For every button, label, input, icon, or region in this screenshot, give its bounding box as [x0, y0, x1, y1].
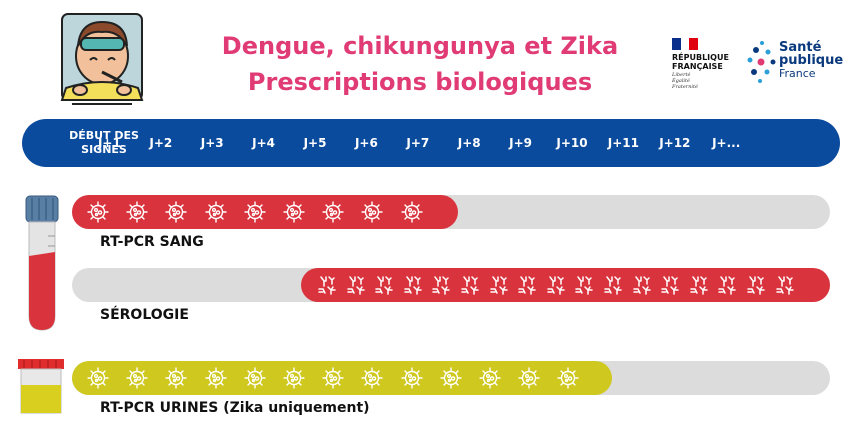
- virus-icon: [360, 200, 384, 224]
- timeline-day: J+11: [607, 136, 639, 150]
- antibody-icon: [544, 273, 568, 297]
- timeline-day: J+6: [354, 136, 378, 150]
- timeline-day: J+9: [509, 136, 533, 150]
- blood-tube-icon: [25, 195, 59, 331]
- antibody-icon: [315, 273, 339, 297]
- sante-publique-name: Santé publique: [779, 40, 844, 68]
- timeline-day: J+4: [252, 136, 276, 150]
- virus-icon: [321, 366, 345, 390]
- french-flag-icon: [672, 38, 699, 50]
- virus-icon: [243, 200, 267, 224]
- republique-francaise-logo: RÉPUBLIQUE FRANÇAISE Liberté Égalité Fra…: [672, 38, 742, 98]
- antibody-icon: [372, 273, 396, 297]
- antibody-icon: [687, 273, 711, 297]
- virus-icon: [164, 366, 188, 390]
- virus-icon: [439, 366, 463, 390]
- virus-icon: [86, 366, 110, 390]
- antibody-icon: [515, 273, 539, 297]
- test-label: SÉROLOGIE: [100, 307, 189, 323]
- timeline-day: J+2: [149, 136, 173, 150]
- antibody-icon: [401, 273, 425, 297]
- virus-icon: [125, 366, 149, 390]
- antibody-icon: [744, 273, 768, 297]
- virus-icon: [282, 366, 306, 390]
- test-label: RT-PCR URINES (Zika uniquement): [100, 400, 370, 416]
- test-period-bar: [72, 361, 612, 395]
- antibody-icon: [773, 273, 797, 297]
- virus-icon: [478, 366, 502, 390]
- antibody-icon: [429, 273, 453, 297]
- title-line-2: Prescriptions biologiques: [247, 68, 593, 96]
- timeline-day: J+...: [712, 136, 741, 150]
- virus-icon: [204, 366, 228, 390]
- timeline-day: J+12: [659, 136, 691, 150]
- virus-icon: [243, 366, 267, 390]
- virus-icon: [282, 200, 306, 224]
- timeline-day: J+1: [97, 136, 121, 150]
- republique-motto: Liberté Égalité Fraternité: [672, 72, 698, 90]
- timeline-day: J+8: [457, 136, 481, 150]
- antibody-icon: [658, 273, 682, 297]
- virus-icon: [204, 200, 228, 224]
- timeline-band: DÉBUT DES SIGNES J+1 J+2 J+3 J+4 J+5 J+6 J+7 J+…: [22, 119, 840, 167]
- page-title: Dengue, chikungunya et Zika Prescription…: [190, 28, 650, 100]
- title-line-1: Dengue, chikungunya et Zika: [221, 32, 619, 60]
- test-period-bar: [72, 195, 458, 229]
- republique-name: RÉPUBLIQUE FRANÇAISE: [672, 53, 729, 71]
- sante-dots-icon: [747, 41, 776, 83]
- urine-container-icon: [18, 359, 64, 414]
- timeline-day: J+7: [406, 136, 430, 150]
- virus-icon: [125, 200, 149, 224]
- antibody-icon: [344, 273, 368, 297]
- test-period-bar: [301, 268, 830, 302]
- virus-icon: [321, 200, 345, 224]
- antibody-icon: [487, 273, 511, 297]
- virus-icon: [400, 200, 424, 224]
- virus-icon: [400, 366, 424, 390]
- virus-icon: [556, 366, 580, 390]
- antibody-icon: [572, 273, 596, 297]
- antibody-icon: [630, 273, 654, 297]
- timeline-day: J+10: [556, 136, 588, 150]
- sante-country: France: [779, 67, 816, 80]
- antibody-icon: [601, 273, 625, 297]
- antibody-icon: [458, 273, 482, 297]
- sante-publique-france-logo: Santé publique France: [746, 38, 856, 98]
- virus-icon: [517, 366, 541, 390]
- antibody-icon: [715, 273, 739, 297]
- virus-icon: [164, 200, 188, 224]
- timeline-start-label: DÉBUT DES SIGNES: [69, 129, 139, 156]
- sick-person-illustration: [60, 13, 144, 105]
- timeline-day: J+5: [303, 136, 327, 150]
- timeline-day: J+3: [200, 136, 224, 150]
- virus-icon: [360, 366, 384, 390]
- virus-icon: [86, 200, 110, 224]
- test-label: RT-PCR SANG: [100, 234, 204, 250]
